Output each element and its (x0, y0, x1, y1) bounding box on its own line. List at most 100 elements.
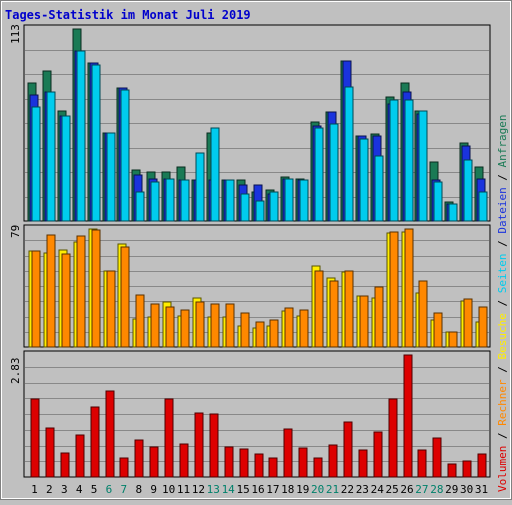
bar-seiten-day-14 (225, 179, 235, 222)
x-tick-label-day-25: 25 (386, 483, 399, 496)
bar-seiten-day-13 (210, 127, 220, 222)
x-tick-label-day-12: 12 (192, 483, 205, 496)
bar-seiten-day-11 (180, 179, 190, 222)
bar-volumen-day-13 (209, 413, 219, 478)
bar-rechner-day-23 (359, 295, 369, 348)
legend-entry-volumen: Volumen (496, 446, 509, 492)
x-tick-label-day-11: 11 (177, 483, 190, 496)
bar-volumen-day-11 (179, 443, 189, 478)
y-tick-label-middle: 79 (9, 225, 22, 238)
legend-entry-seiten: Seiten (496, 254, 509, 294)
bar-seiten-day-27 (418, 110, 428, 222)
bar-volumen-day-4 (75, 434, 85, 478)
bar-rechner-day-12 (195, 301, 205, 348)
bar-rechner-day-21 (329, 280, 339, 348)
bar-volumen-day-12 (194, 412, 204, 478)
x-tick-label-day-13: 13 (207, 483, 220, 496)
bar-volumen-day-16 (254, 453, 264, 478)
bar-seiten-day-26 (404, 99, 414, 222)
bar-rechner-day-14 (225, 303, 235, 348)
x-tick-label-day-18: 18 (281, 483, 294, 496)
bar-seiten-day-31 (478, 191, 488, 222)
bar-rechner-day-2 (46, 234, 56, 348)
x-tick-label-day-28: 28 (430, 483, 443, 496)
bar-volumen-day-6 (105, 390, 115, 478)
bar-volumen-day-2 (45, 427, 55, 478)
bar-seiten-day-12 (195, 152, 205, 222)
legend-separator: / (496, 293, 509, 313)
x-tick-label-day-31: 31 (475, 483, 488, 496)
bar-rechner-day-29 (448, 331, 458, 348)
legend-separator: / (496, 426, 509, 446)
bar-volumen-day-8 (134, 439, 144, 478)
bar-volumen-day-21 (328, 444, 338, 478)
chart-bars (27, 28, 488, 478)
chart-title: Tages-Statistik im Monat Juli 2019 (5, 8, 251, 22)
bar-seiten-day-1 (31, 106, 41, 222)
bar-seiten-day-5 (91, 64, 101, 222)
bar-rechner-day-4 (76, 235, 86, 348)
x-tick-label-day-30: 30 (460, 483, 473, 496)
x-tick-label-day-22: 22 (341, 483, 354, 496)
bar-volumen-day-29 (447, 463, 457, 478)
bar-rechner-day-28 (433, 312, 443, 348)
x-axis-labels: 1 2 3 4 5 6 7 8 9 10 11 12 13 14 15 16 17 18 19 20 21 22 23 24 2… (31, 483, 488, 496)
bar-volumen-day-22 (343, 421, 353, 478)
bar-volumen-day-1 (30, 398, 40, 478)
x-tick-label-day-3: 3 (61, 483, 68, 496)
legend-entry-dateien: Dateien (496, 187, 509, 233)
bar-rechner-day-5 (91, 229, 101, 348)
y-tick-label-bottom: 2.83 (9, 358, 22, 385)
y-tick-label-top: 113 (9, 24, 22, 44)
x-tick-label-day-23: 23 (356, 483, 369, 496)
x-tick-label-day-29: 29 (445, 483, 458, 496)
x-tick-label-day-16: 16 (251, 483, 264, 496)
bar-seiten-day-24 (374, 155, 384, 222)
x-tick-label-day-5: 5 (91, 483, 98, 496)
bar-seiten-day-30 (463, 159, 473, 222)
x-tick-label-day-1: 1 (31, 483, 38, 496)
x-tick-label-day-24: 24 (371, 483, 385, 496)
bar-rechner-day-19 (299, 309, 309, 348)
bar-rechner-day-8 (135, 294, 145, 348)
bar-seiten-day-15 (240, 193, 250, 222)
bar-seiten-day-16 (255, 200, 265, 222)
bar-rechner-day-3 (61, 253, 71, 348)
bar-seiten-day-8 (135, 191, 145, 222)
bar-volumen-day-18 (283, 428, 293, 478)
bar-rechner-day-25 (389, 231, 399, 348)
x-tick-label-day-10: 10 (162, 483, 175, 496)
legend-entry-besuche: Besuche (496, 313, 509, 359)
x-tick-label-day-2: 2 (46, 483, 53, 496)
bar-rechner-day-9 (150, 303, 160, 348)
x-tick-label-day-8: 8 (135, 483, 142, 496)
bar-volumen-day-3 (60, 452, 70, 478)
bar-rechner-day-30 (463, 298, 473, 348)
bar-rechner-day-10 (165, 306, 175, 348)
bar-volumen-day-28 (432, 437, 442, 478)
bar-volumen-day-9 (149, 446, 159, 478)
x-tick-label-day-26: 26 (400, 483, 413, 496)
bar-rechner-day-6 (106, 270, 116, 348)
x-tick-label-day-9: 9 (150, 483, 157, 496)
bar-seiten-day-22 (344, 86, 354, 222)
bar-rechner-day-17 (269, 319, 279, 348)
bar-volumen-day-10 (164, 398, 174, 478)
bar-volumen-day-15 (239, 448, 249, 478)
bar-volumen-day-19 (298, 447, 308, 478)
bar-volumen-day-24 (373, 431, 383, 478)
bar-seiten-day-18 (284, 178, 294, 222)
bar-volumen-day-14 (224, 446, 234, 478)
bar-seiten-day-4 (76, 50, 86, 222)
bar-volumen-day-31 (477, 453, 487, 478)
bar-rechner-day-18 (284, 307, 294, 348)
x-tick-label-day-15: 15 (236, 483, 249, 496)
x-tick-label-day-17: 17 (266, 483, 279, 496)
bar-seiten-day-28 (433, 181, 443, 222)
legend-separator: / (496, 360, 509, 380)
bar-volumen-day-27 (417, 449, 427, 478)
bar-seiten-day-2 (46, 91, 56, 222)
